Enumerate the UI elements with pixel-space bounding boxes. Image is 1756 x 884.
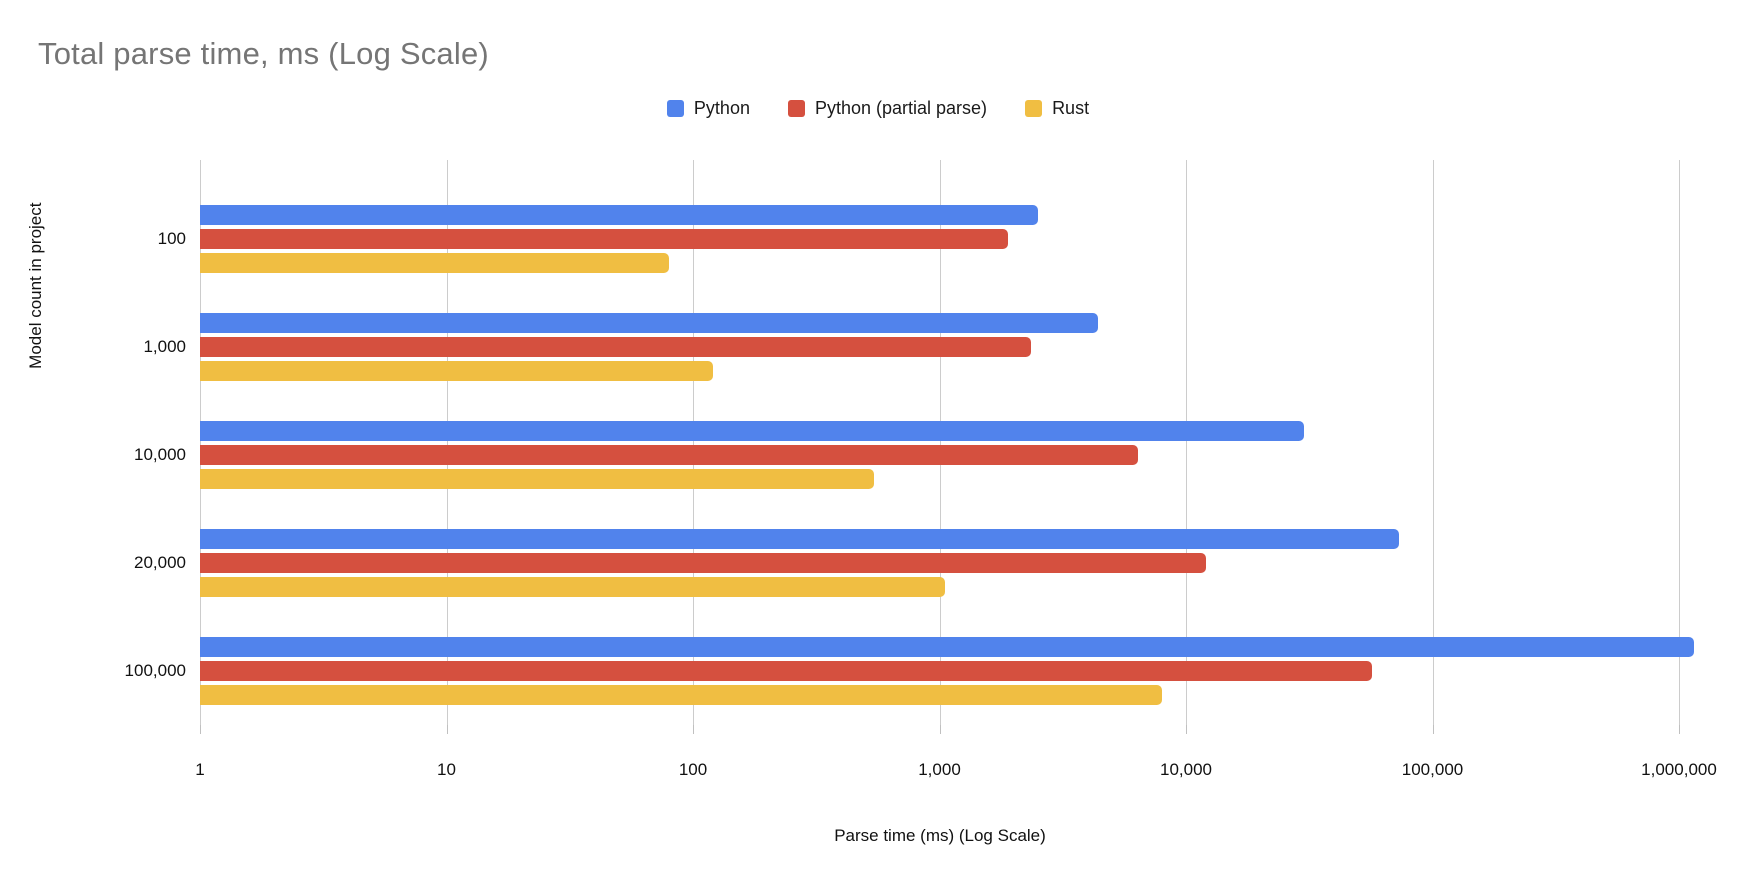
x-tick-label-100: 100 [678,760,708,779]
gridline-x-1 [200,160,201,725]
legend: Python Python (partial parse) Rust [0,98,1756,119]
tick-mark-x-1-000-000 [1679,725,1680,734]
gridline-x-1-000-000 [1679,160,1680,725]
gridline-x-100 [693,160,694,725]
x-axis-title: Parse time (ms) (Log Scale) [834,826,1046,845]
bar-python-partial-parse-10-000[interactable] [200,445,1139,465]
legend-swatch-rust [1025,100,1043,117]
x-tick-label-10: 10 [437,760,456,779]
bar-python-10-000[interactable] [200,421,1304,441]
x-tick-label-10-000: 10,000 [1160,760,1212,779]
tick-mark-x-1 [200,725,201,734]
gridline-x-100-000 [1432,160,1434,725]
legend-swatch-python-partial-parse [787,100,805,117]
bar-python-partial-parse-20-000[interactable] [200,553,1206,573]
bar-rust-20-000[interactable] [200,577,945,597]
bar-python-1-000[interactable] [200,313,1099,333]
bar-rust-10-000[interactable] [200,469,874,489]
bar-rust-100-000[interactable] [200,685,1163,705]
y-category-label-100-000: 100,000 [124,661,186,680]
x-tick-label-100-000: 100,000 [1401,760,1464,779]
bar-python-partial-parse-100-000[interactable] [200,661,1373,681]
y-category-label-100: 100 [157,229,186,248]
gridline-x-1-000 [939,160,941,725]
bar-python-partial-parse-1-000[interactable] [200,337,1031,357]
y-category-label-1-000: 1,000 [143,337,186,356]
bar-group-20-000 [200,509,1726,617]
legend-label-python: Python [693,98,750,118]
bar-group-1-000 [200,293,1726,401]
bar-group-100-000 [200,617,1726,725]
tick-mark-x-100-000 [1432,725,1434,734]
legend-item-python[interactable]: Python [666,98,750,119]
tick-mark-x-100 [693,725,694,734]
gridline-x-10 [446,160,448,725]
x-tick-label-1-000-000: 1,000,000 [1641,760,1717,779]
legend-swatch-python [666,100,684,117]
chart-title: Total parse time, ms (Log Scale) [38,36,489,71]
gridline-x-10-000 [1186,160,1187,725]
bar-python-partial-parse-100[interactable] [200,229,1009,249]
tick-mark-x-10 [446,725,448,734]
bar-python-100[interactable] [200,205,1038,225]
tick-mark-x-10-000 [1186,725,1187,734]
bar-group-100 [200,185,1726,293]
bar-rust-1-000[interactable] [200,361,713,381]
bar-rust-100[interactable] [200,253,670,273]
legend-label-rust: Rust [1052,98,1090,118]
y-category-label-10-000: 10,000 [134,445,186,464]
legend-label-python-partial-parse: Python (partial parse) [814,98,988,118]
x-tick-label-1-000: 1,000 [918,760,961,779]
bar-python-20-000[interactable] [200,529,1399,549]
bar-python-100-000[interactable] [200,637,1694,657]
y-category-label-20-000: 20,000 [134,553,186,572]
plot-area [200,160,1726,734]
x-tick-label-1: 1 [195,760,205,779]
tick-mark-x-1-000 [939,725,941,734]
bar-group-10-000 [200,401,1726,509]
legend-item-rust[interactable]: Rust [1025,98,1089,119]
legend-item-python-partial-parse[interactable]: Python (partial parse) [787,98,988,119]
